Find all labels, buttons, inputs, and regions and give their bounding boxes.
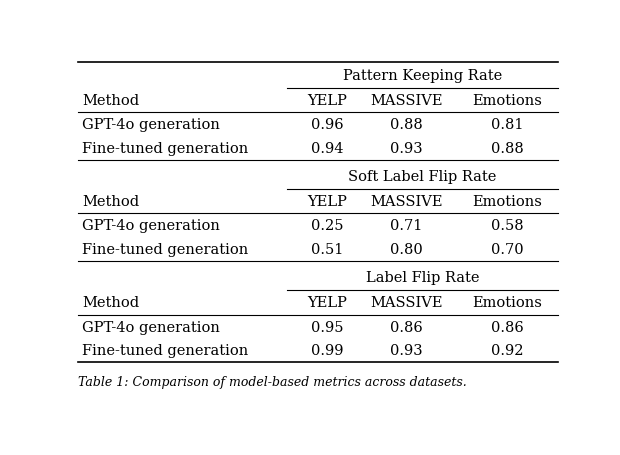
Text: Label Flip Rate: Label Flip Rate [366,271,479,285]
Text: Fine-tuned generation: Fine-tuned generation [82,142,249,156]
Text: GPT-4o generation: GPT-4o generation [82,118,220,132]
Text: MASSIVE: MASSIVE [370,195,443,209]
Text: 0.93: 0.93 [391,142,423,156]
Text: 0.25: 0.25 [311,219,343,233]
Text: 0.86: 0.86 [491,320,524,334]
Text: 0.96: 0.96 [311,118,343,132]
Text: Emotions: Emotions [472,195,542,209]
Text: 0.88: 0.88 [390,118,423,132]
Text: YELP: YELP [308,195,347,209]
Text: 0.51: 0.51 [311,243,343,257]
Text: 0.93: 0.93 [391,344,423,358]
Text: Method: Method [82,195,140,209]
Text: GPT-4o generation: GPT-4o generation [82,219,220,233]
Text: 0.95: 0.95 [311,320,343,334]
Text: 0.86: 0.86 [390,320,423,334]
Text: 0.99: 0.99 [311,344,343,358]
Text: 0.70: 0.70 [491,243,524,257]
Text: MASSIVE: MASSIVE [370,94,443,108]
Text: 0.58: 0.58 [491,219,524,233]
Text: Emotions: Emotions [472,296,542,310]
Text: GPT-4o generation: GPT-4o generation [82,320,220,334]
Text: Emotions: Emotions [472,94,542,108]
Text: YELP: YELP [308,94,347,108]
Text: 0.71: 0.71 [391,219,423,233]
Text: MASSIVE: MASSIVE [370,296,443,310]
Text: Method: Method [82,94,140,108]
Text: 0.92: 0.92 [491,344,524,358]
Text: 0.94: 0.94 [311,142,343,156]
Text: Method: Method [82,296,140,310]
Text: Table 1: Comparison of model-based metrics across datasets.: Table 1: Comparison of model-based metri… [78,375,466,388]
Text: YELP: YELP [308,296,347,310]
Text: 0.80: 0.80 [390,243,423,257]
Text: Soft Label Flip Rate: Soft Label Flip Rate [348,170,497,184]
Text: Pattern Keeping Rate: Pattern Keeping Rate [343,69,502,83]
Text: Fine-tuned generation: Fine-tuned generation [82,344,249,358]
Text: 0.88: 0.88 [491,142,524,156]
Text: Fine-tuned generation: Fine-tuned generation [82,243,249,257]
Text: 0.81: 0.81 [491,118,524,132]
